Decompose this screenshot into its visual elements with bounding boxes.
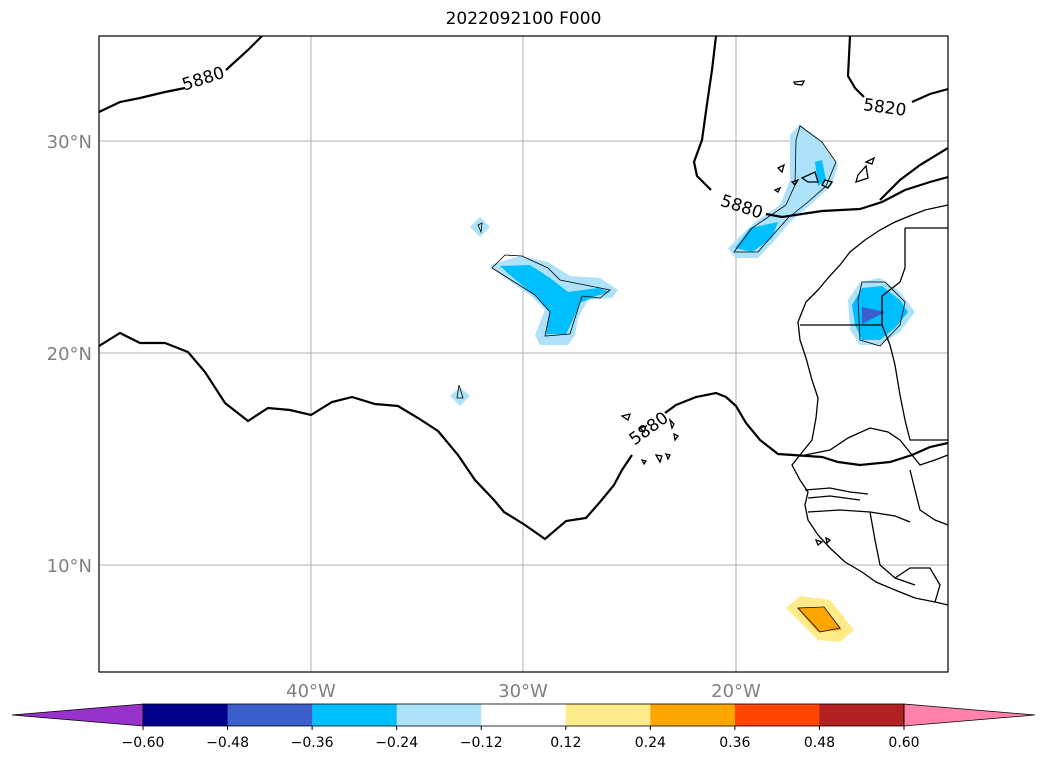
lat-label-10n: 10°N [47, 556, 92, 577]
island [800, 171, 819, 183]
colorbar-tick-label: −0.60 [122, 735, 165, 751]
lat-label-30n: 30°N [47, 132, 92, 153]
island [821, 179, 834, 189]
shading-blue [500, 265, 610, 334]
height-contour-5880 [692, 36, 718, 191]
colorbar-outline [142, 703, 905, 727]
colorbar-segment [734, 704, 820, 726]
island [640, 459, 648, 466]
island [773, 186, 782, 193]
anomaly-contour [733, 125, 837, 253]
island [825, 536, 832, 545]
colorbar-tick-label: 0.60 [888, 735, 919, 751]
island [855, 164, 869, 184]
coastlines [620, 80, 948, 606]
map-frame [98, 35, 949, 673]
colorbar-segment [650, 704, 736, 726]
island [776, 163, 786, 174]
colorbar-segment [143, 704, 229, 726]
height-contour-5820 [911, 87, 948, 104]
anomaly-contour [797, 606, 841, 633]
map-title: 2022092100 F000 [445, 9, 602, 29]
height-contour-5880 [664, 391, 948, 467]
lat-label-20n: 20°N [47, 344, 92, 365]
colorbar-segment [396, 704, 482, 726]
country-border [804, 427, 901, 456]
colorbar-segment [227, 704, 313, 726]
colorbar-extend-high [903, 703, 1036, 727]
colorbar-tick-label: 0.36 [719, 735, 750, 751]
anomaly-contour [477, 222, 483, 234]
lon-label-30w: 30°W [498, 681, 548, 702]
shading-blue [735, 222, 778, 252]
shading-light-blue [470, 217, 490, 237]
shading-dark-blue [862, 307, 885, 324]
colorbar-segment [819, 704, 905, 726]
shading-orange [797, 608, 842, 632]
country-border [909, 469, 948, 526]
anomaly-contour [491, 254, 611, 337]
colorbar-tick-label: −0.24 [375, 735, 418, 751]
height-contour-5880 [765, 175, 948, 219]
colorbar-segment [481, 704, 567, 726]
colorbar: −0.60 −0.48 −0.36 −0.24 −0.12 0.12 0.24 0.36 0.4… [11, 703, 1036, 751]
island [638, 424, 648, 434]
colorbar-tick-label: 0.12 [550, 735, 581, 751]
height-contour-5880 [225, 36, 263, 71]
shading-light-blue [728, 124, 838, 258]
anomaly-contour [857, 281, 906, 347]
colorbar-extend-low [11, 703, 144, 727]
lon-label-20w: 20°W [711, 681, 761, 702]
height-contour [879, 147, 948, 201]
colorbar-tick-label: −0.12 [460, 735, 503, 751]
country-border [881, 324, 948, 441]
colorbar-tick-label: −0.48 [206, 735, 249, 751]
colorbar-tick-label: −0.36 [291, 735, 334, 751]
island [790, 178, 800, 187]
island [792, 80, 806, 86]
height-contour-5880 [99, 331, 633, 541]
country-border [800, 228, 906, 326]
country-border [804, 487, 869, 495]
island [668, 417, 675, 430]
anomaly-contour [456, 384, 464, 399]
anomaly-fill [450, 124, 915, 642]
shading-light-blue [450, 387, 470, 406]
island [814, 538, 824, 547]
colorbar-segment [565, 704, 651, 726]
height-contours [99, 36, 948, 541]
country-border [869, 511, 916, 586]
colorbar-segment [312, 704, 398, 726]
height-contour-5880 [99, 86, 186, 113]
country-border [899, 439, 948, 466]
colorbar-tick-label: 0.48 [804, 735, 835, 751]
island [654, 454, 663, 464]
island [673, 432, 679, 442]
lon-label-40w: 40°W [286, 681, 336, 702]
country-border [894, 567, 941, 603]
country-border [807, 495, 861, 501]
anomaly-contours [456, 125, 906, 633]
island [620, 413, 631, 422]
height-contour-5820 [846, 36, 865, 98]
island [664, 453, 671, 461]
island [864, 156, 876, 165]
african-coastline [791, 204, 948, 606]
colorbar-tick-label: 0.24 [635, 735, 666, 751]
